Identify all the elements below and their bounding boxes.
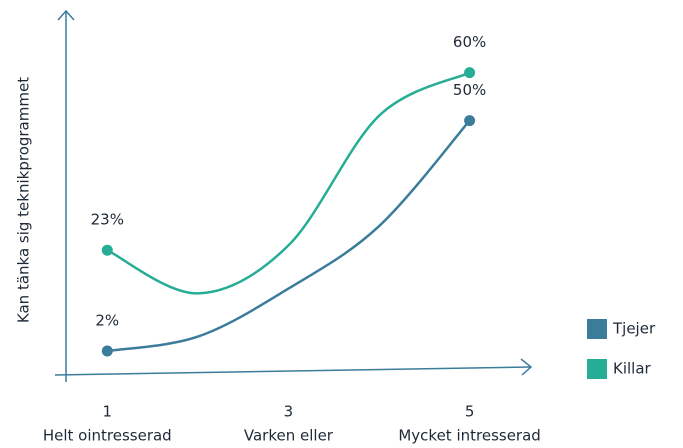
axes [54,9,533,382]
y-axis-arrow [57,9,75,21]
x-tick-label: 3 [284,403,294,421]
x-axis-arrow [520,358,533,376]
point [464,115,476,127]
x-category-label: Helt ointresserad [43,427,172,445]
y-axis-label: Kan tänka sig teknikprogrammet [15,77,33,323]
x-tick-label: 5 [465,403,475,421]
point [101,345,113,357]
x-axis [54,366,531,376]
x-category-label: Varken eller [244,427,334,445]
legend-label: Tjejer [612,320,656,338]
data-label: 60% [453,33,486,51]
point [101,244,113,256]
legend-swatch [587,319,607,339]
x-tick-label: 1 [103,403,113,421]
line [107,119,471,353]
legend-swatch [587,359,607,379]
legend-label: Killar [613,360,652,378]
data-label: 50% [453,81,486,99]
point [464,67,476,79]
data-label: 23% [91,211,124,229]
x-category-label: Mycket intresserad [398,427,540,445]
data-label: 2% [95,312,119,330]
line [106,71,471,295]
